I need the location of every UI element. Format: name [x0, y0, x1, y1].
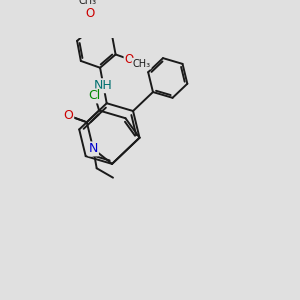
Text: CH₃: CH₃ — [79, 0, 97, 6]
Text: N: N — [88, 142, 98, 155]
Text: O: O — [124, 53, 134, 66]
Text: Cl: Cl — [88, 89, 101, 102]
Text: O: O — [85, 7, 94, 20]
Text: O: O — [63, 109, 73, 122]
Text: NH: NH — [94, 79, 113, 92]
Text: CH₃: CH₃ — [133, 58, 151, 69]
